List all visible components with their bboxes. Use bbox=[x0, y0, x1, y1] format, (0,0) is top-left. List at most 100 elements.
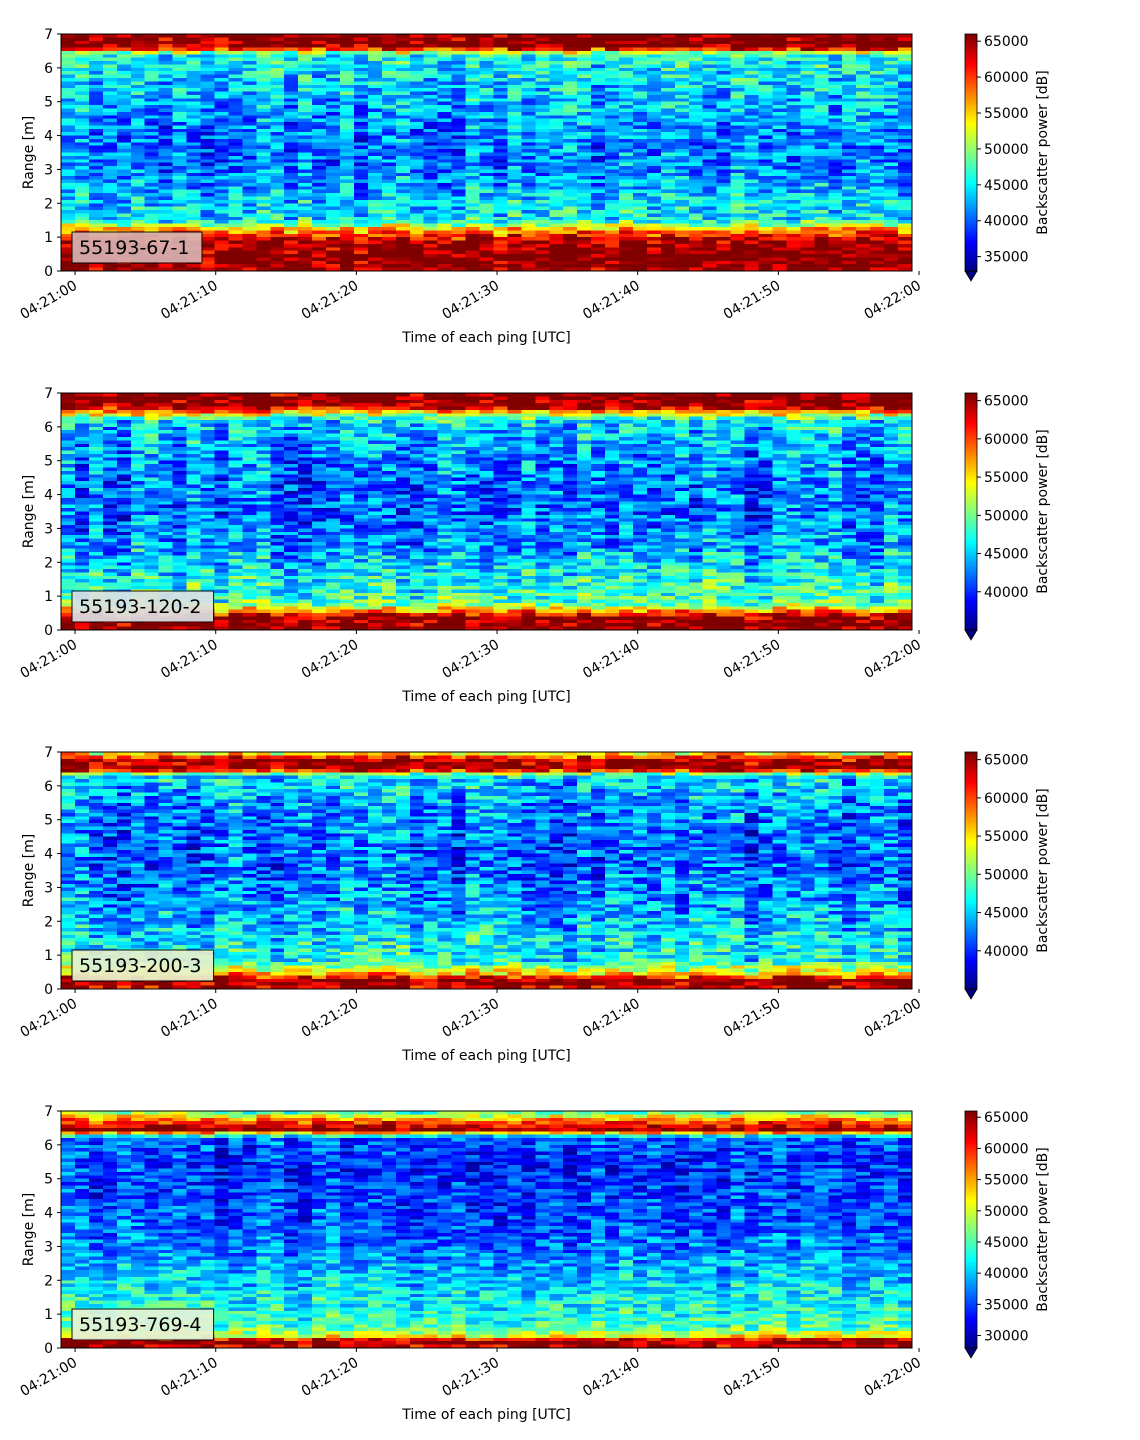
colorbar-step bbox=[965, 1306, 977, 1310]
colorbar-step bbox=[965, 1332, 977, 1335]
colorbar-step bbox=[965, 1342, 977, 1345]
colorbar-step bbox=[965, 1294, 977, 1298]
colorbar-step bbox=[965, 416, 977, 420]
x-tick-label: 04:22:00 bbox=[862, 637, 924, 682]
colorbar-step bbox=[965, 588, 977, 592]
colorbar-step bbox=[965, 1225, 977, 1229]
colorbar-step bbox=[965, 199, 977, 203]
y-tick-label: 4 bbox=[44, 129, 53, 145]
colorbar-step bbox=[965, 789, 977, 793]
colorbar-step bbox=[965, 773, 977, 777]
colorbar-step bbox=[965, 602, 977, 605]
colorbar-step bbox=[965, 961, 977, 964]
colorbar-step bbox=[965, 547, 977, 550]
colorbar-step bbox=[965, 116, 977, 120]
colorbar-step bbox=[965, 1142, 977, 1146]
colorbar-step bbox=[965, 1296, 977, 1300]
colorbar-step bbox=[965, 1227, 977, 1231]
colorbar-step bbox=[965, 211, 977, 215]
colorbar-step bbox=[965, 840, 977, 844]
colorbar-step bbox=[965, 943, 977, 947]
colorbar-step bbox=[965, 979, 977, 982]
y-tick-label: 0 bbox=[44, 623, 53, 639]
colorbar-step bbox=[965, 67, 977, 71]
colorbar-step bbox=[965, 83, 977, 86]
colorbar-step bbox=[965, 509, 977, 513]
colorbar-step bbox=[965, 113, 977, 116]
colorbar-step bbox=[965, 219, 977, 223]
colorbar-tick-label: 40000 bbox=[984, 585, 1029, 601]
x-tick-label: 04:21:00 bbox=[18, 996, 80, 1041]
colorbar-step bbox=[965, 99, 977, 102]
colorbar-step bbox=[965, 253, 977, 256]
colorbar-tick-label: 55000 bbox=[984, 106, 1029, 122]
colorbar-step bbox=[965, 235, 977, 239]
colorbar-tick-label: 50000 bbox=[984, 142, 1029, 158]
colorbar-step bbox=[965, 787, 977, 791]
colorbar-step bbox=[965, 911, 977, 915]
colorbar-step bbox=[965, 466, 977, 469]
y-tick-label: 4 bbox=[44, 1206, 53, 1222]
y-tick-label: 4 bbox=[44, 488, 53, 504]
colorbar-step bbox=[965, 497, 977, 501]
colorbar-step bbox=[965, 221, 977, 225]
colorbar-step bbox=[965, 1152, 977, 1156]
colorbar-step bbox=[965, 781, 977, 785]
colorbar-step bbox=[965, 525, 977, 528]
axes-frame bbox=[60, 751, 913, 990]
colorbar-step bbox=[965, 1120, 977, 1124]
colorbar-step bbox=[965, 783, 977, 787]
colorbar-tick-label: 40000 bbox=[984, 1266, 1029, 1282]
colorbar-step bbox=[965, 217, 977, 221]
colorbar-step bbox=[965, 475, 977, 479]
colorbar-step bbox=[965, 1282, 977, 1286]
colorbar-step bbox=[965, 166, 977, 169]
colorbar-step bbox=[965, 243, 977, 246]
x-tick-label: 04:21:20 bbox=[299, 637, 361, 682]
colorbar-step bbox=[965, 1243, 977, 1246]
colorbar-step bbox=[965, 267, 977, 270]
colorbar-step bbox=[965, 255, 977, 258]
colorbar-step bbox=[965, 533, 977, 536]
colorbar-step bbox=[965, 444, 977, 447]
colorbar-step bbox=[965, 209, 977, 213]
colorbar-step bbox=[965, 1144, 977, 1148]
colorbar-frame bbox=[964, 392, 978, 631]
colorbar-step bbox=[965, 134, 977, 138]
colorbar-step bbox=[965, 393, 977, 396]
colorbar-step bbox=[965, 1188, 977, 1191]
x-tick-label: 04:21:30 bbox=[440, 278, 502, 323]
colorbar-step bbox=[965, 801, 977, 804]
colorbar-step bbox=[965, 913, 977, 917]
colorbar-step bbox=[965, 1346, 977, 1349]
colorbar-step bbox=[965, 450, 977, 453]
colorbar-step bbox=[965, 981, 977, 984]
colorbar-step bbox=[965, 963, 977, 966]
colorbar-step bbox=[965, 473, 977, 477]
colorbar-step bbox=[965, 251, 977, 254]
colorbar-step bbox=[965, 1316, 977, 1319]
colorbar-step bbox=[965, 158, 977, 161]
colorbar-step bbox=[965, 973, 977, 976]
colorbar-label: Backscatter power [dB] bbox=[1035, 1147, 1051, 1312]
colorbar-step bbox=[965, 1112, 977, 1116]
colorbar-step bbox=[965, 910, 977, 913]
colorbar-step bbox=[965, 223, 977, 227]
colorbar-step bbox=[965, 927, 977, 931]
colorbar-step bbox=[965, 1245, 977, 1248]
colorbar-step bbox=[965, 1168, 977, 1171]
x-axis-label: Time of each ping [UTC] bbox=[401, 689, 571, 705]
x-tick-label: 04:21:20 bbox=[299, 996, 361, 1041]
colorbar-step bbox=[965, 180, 977, 183]
colorbar-step bbox=[965, 47, 977, 51]
colorbar: 40000 45000 50000 55000 60000 65000 Backscatte… bbox=[964, 392, 1051, 641]
panel-label-box: 55193-67-1 bbox=[71, 231, 203, 264]
y-tick-label: 3 bbox=[44, 162, 53, 178]
colorbar-step bbox=[965, 87, 977, 90]
colorbar-step bbox=[965, 775, 977, 779]
colorbar-step bbox=[965, 549, 977, 552]
colorbar-step bbox=[965, 1140, 977, 1144]
colorbar-step bbox=[965, 864, 977, 868]
colorbar-step bbox=[965, 205, 977, 209]
colorbar-step bbox=[965, 967, 977, 970]
